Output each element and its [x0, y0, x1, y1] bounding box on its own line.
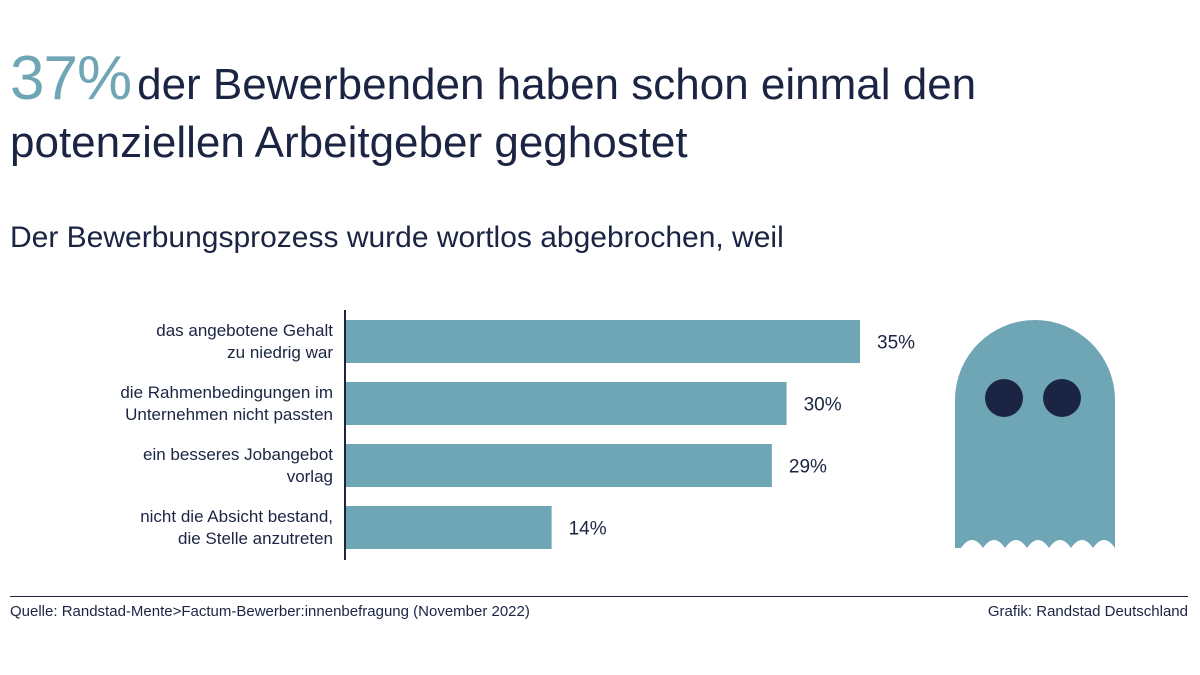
bar-2: [346, 382, 787, 425]
value-label-4: 14%: [569, 519, 607, 540]
category-label-1-line-2: zu niedrig war: [227, 343, 333, 362]
ghost-icon: [955, 320, 1115, 548]
category-label-2-line-2: Unternehmen nicht passten: [125, 405, 333, 424]
ghost-body: [955, 320, 1115, 548]
value-label-2: 30%: [804, 395, 842, 416]
value-label-1: 35%: [877, 333, 915, 354]
category-label-2-line-1: die Rahmenbedingungen im: [120, 383, 333, 402]
category-label-1-line-1: das angebotene Gehalt: [156, 321, 333, 340]
footer-divider: [10, 596, 1188, 597]
headline-highlight: 37%: [10, 44, 132, 113]
ghost-eye-right: [1043, 379, 1081, 417]
category-label-3-line-1: ein besseres Jobangebot: [143, 445, 333, 464]
subtitle: Der Bewerbungsprozess wurde wortlos abge…: [10, 221, 784, 254]
ghost-eye-left: [985, 379, 1023, 417]
category-label-3-line-2: vorlag: [287, 467, 333, 486]
category-label-4-line-1: nicht die Absicht bestand,: [140, 507, 333, 526]
source-note: Quelle: Randstad-Mente>Factum-Bewerber:i…: [10, 603, 530, 620]
category-label-4-line-2: die Stelle anzutreten: [178, 529, 333, 548]
value-label-3: 29%: [789, 457, 827, 478]
headline: 37% der Bewerbenden haben schon einmal de…: [10, 48, 1160, 172]
bar-3: [346, 444, 772, 487]
bar-chart: 35% das angebotene Gehalt zu niedrig war 30…: [120, 310, 915, 560]
credit-note: Grafik: Randstad Deutschland: [987, 603, 1188, 620]
bar-4: [346, 506, 552, 549]
headline-text: der Bewerbenden haben schon einmal den p…: [10, 60, 977, 167]
bar-1: [346, 320, 860, 363]
